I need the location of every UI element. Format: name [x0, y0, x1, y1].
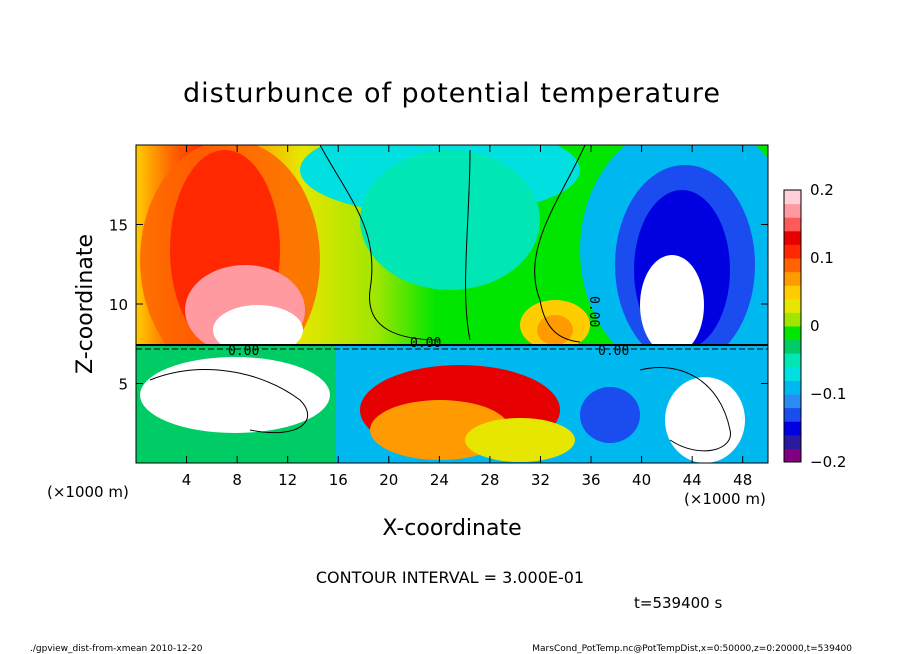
- y-axis-title: Z-coordinate: [73, 234, 98, 374]
- contour-line: [639, 367, 731, 452]
- footer-left: ./gpview_dist-from-xmean 2010-12-20: [30, 644, 203, 654]
- x-tick-label: 24: [430, 471, 449, 489]
- colorbar-segment: [784, 407, 801, 422]
- x-tick-label: 4: [182, 471, 192, 489]
- colorbar-segment: [784, 258, 801, 273]
- contour-label: 0.00: [586, 296, 601, 327]
- y-tick-label: 5: [118, 376, 128, 394]
- footer-right: MarsCond_PotTemp.nc@PotTempDist,x=0:5000…: [532, 644, 852, 654]
- colorbar-tick-label: −0.2: [810, 453, 846, 471]
- colorbar-segment: [784, 244, 801, 259]
- colorbar-segment: [784, 203, 801, 218]
- colorbar-segment: [784, 380, 801, 395]
- colorbar-segment: [784, 326, 801, 341]
- contour-interval-text: CONTOUR INTERVAL = 3.000E-01: [316, 568, 584, 587]
- contour-line: [149, 369, 309, 434]
- y-tick-label: 15: [109, 217, 128, 235]
- contour-line: [319, 145, 441, 341]
- colorbar-tick-label: 0.2: [810, 181, 834, 199]
- y-axis: 5 10 15: [109, 217, 768, 394]
- time-text: t=539400 s: [634, 594, 722, 612]
- colorbar-segment: [784, 285, 801, 300]
- contour-line: [465, 149, 471, 341]
- colorbar-segment: [784, 339, 801, 354]
- colorbar-segment: [784, 434, 801, 449]
- chart-title: disturbunce of potential temperature: [183, 78, 721, 109]
- lower-right-blue-blob: [580, 387, 640, 443]
- x-tick-label: 48: [733, 471, 752, 489]
- colorbar-tick-label: −0.1: [810, 385, 846, 403]
- colorbar-segment: [784, 298, 801, 313]
- plot-area: [136, 145, 768, 463]
- contour-label: 0.00: [228, 344, 259, 359]
- x-axis-title: X-coordinate: [382, 516, 521, 541]
- x-tick-label: 28: [480, 471, 499, 489]
- x-tick-label: 8: [232, 471, 242, 489]
- y-tick-label: 10: [109, 296, 128, 314]
- colorbar-segment: [784, 312, 801, 327]
- colorbar-tick-label: 0: [810, 317, 820, 335]
- lower-left-white-blob: [140, 357, 330, 433]
- colorbar: [783, 189, 802, 463]
- contour-label: 0.00: [410, 336, 441, 351]
- x-tick-label: 16: [329, 471, 348, 489]
- colorbar-segment: [784, 448, 801, 463]
- x-tick-label: 36: [581, 471, 600, 489]
- colorbar-segment: [784, 217, 801, 232]
- lower-center-yellow-blob: [465, 418, 575, 462]
- lower-right-white-blob: [665, 377, 745, 463]
- cold-region-white: [640, 255, 704, 355]
- colorbar-segment: [784, 394, 801, 409]
- warm-core-white: [213, 305, 303, 355]
- contour-line: [534, 145, 586, 343]
- x-unit-left: (×1000 m): [47, 483, 129, 501]
- colorbar-segment: [784, 190, 801, 205]
- colorbar-segment: [784, 353, 801, 368]
- x-tick-label: 12: [278, 471, 297, 489]
- contour-label: 0.00: [598, 344, 629, 359]
- x-tick-label: 40: [632, 471, 651, 489]
- colorbar-ticks: 0.2 0.1 0 −0.1 −0.2: [810, 181, 846, 471]
- cyan-plume-mid: [360, 150, 540, 290]
- x-tick-label: 20: [379, 471, 398, 489]
- colorbar-segment: [784, 230, 801, 245]
- x-axis: 4 8 12 16 20 24 28 32 36 40 44 48: [182, 145, 752, 489]
- colorbar-frame: [783, 189, 802, 463]
- colorbar-segment: [784, 421, 801, 436]
- colorbar-tick-label: 0.1: [810, 249, 834, 267]
- colorbar-segment: [784, 366, 801, 381]
- mid-warm-blob-core: [537, 315, 573, 345]
- x-unit-right: (×1000 m): [684, 490, 766, 508]
- x-tick-label: 32: [531, 471, 550, 489]
- x-tick-label: 44: [683, 471, 702, 489]
- colorbar-segment: [784, 271, 801, 286]
